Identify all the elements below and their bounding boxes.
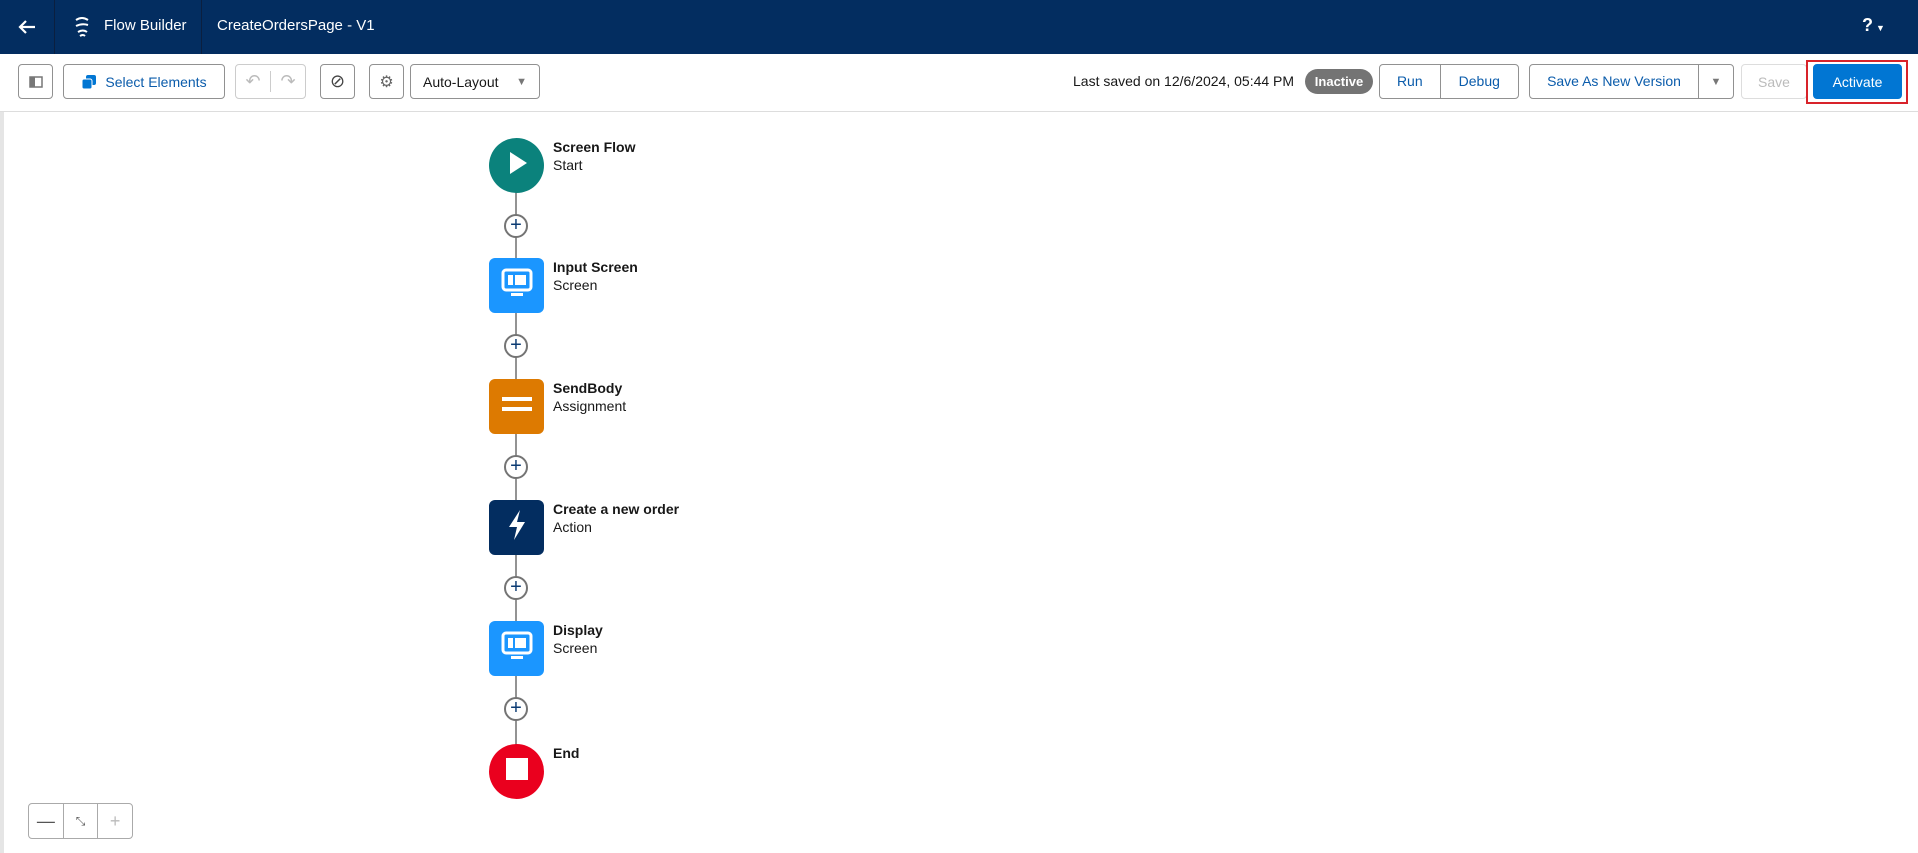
run-button[interactable]: Run (1380, 65, 1441, 98)
add-element-button[interactable]: + (504, 697, 528, 721)
divider (201, 0, 202, 54)
help-icon: ? (1862, 15, 1873, 35)
back-arrow-icon (18, 20, 35, 34)
node-title: End (553, 745, 580, 761)
node-label: End (553, 744, 579, 762)
stop-icon (505, 757, 529, 786)
select-elements-label: Select Elements (105, 73, 207, 90)
fit-to-view-button[interactable]: ⤡ (64, 804, 99, 838)
last-saved-text: Last saved on 12/6/2024, 05:44 PM (1073, 73, 1295, 89)
app-name: Flow Builder (104, 17, 187, 34)
flow-node-screen[interactable] (489, 621, 544, 676)
chevron-down-icon: ▼ (516, 75, 527, 88)
status-badge: Inactive (1305, 69, 1373, 94)
toggle-panel-button[interactable] (18, 64, 53, 99)
flow-title: CreateOrdersPage - V1 (217, 17, 375, 34)
flow-canvas[interactable] (0, 112, 1918, 853)
node-label: Display Screen (553, 621, 603, 657)
flow-node-assignment[interactable] (489, 379, 544, 434)
panel-icon (28, 75, 43, 88)
flow-logo-icon (75, 17, 89, 37)
equals-icon (501, 394, 533, 419)
back-button[interactable] (0, 0, 54, 54)
node-label: Screen Flow Start (553, 138, 635, 174)
flow-node-screen[interactable] (489, 258, 544, 313)
node-label: SendBody Assignment (553, 379, 626, 415)
debug-button[interactable]: Debug (1458, 73, 1500, 89)
add-element-button[interactable]: + (504, 455, 528, 479)
node-subtitle: Start (553, 157, 583, 173)
zoom-in-button[interactable]: + (109, 810, 121, 831)
screen-icon (501, 631, 533, 666)
node-label: Create a new order Action (553, 500, 679, 536)
node-label: Input Screen Screen (553, 258, 638, 294)
node-title: Input Screen (553, 259, 638, 275)
undo-redo-group: ↶ ↷ (235, 64, 306, 99)
node-title: Display (553, 622, 603, 638)
undo-icon[interactable]: ↶ (236, 71, 271, 92)
save-as-new-version-button[interactable]: Save As New Version (1530, 65, 1699, 98)
flow-node-start[interactable] (489, 138, 544, 193)
node-subtitle: Screen (553, 277, 598, 293)
screen-icon (501, 268, 533, 303)
select-elements-button[interactable]: Select Elements (63, 64, 225, 99)
zoom-out-button[interactable]: — (29, 804, 64, 838)
ban-icon: ⊘ (329, 71, 346, 91)
save-options-dropdown[interactable]: ▼ (1710, 75, 1722, 88)
node-title: Create a new order (553, 501, 680, 517)
node-subtitle: Screen (553, 640, 598, 656)
node-subtitle: Action (553, 519, 592, 535)
chevron-down-icon: ▼ (1876, 23, 1885, 33)
node-subtitle: Assignment (553, 398, 627, 414)
add-element-button[interactable]: + (504, 334, 528, 358)
settings-button[interactable]: ⚙ (369, 64, 404, 99)
cancel-button[interactable]: ⊘ (320, 64, 355, 99)
activate-button[interactable]: Activate (1813, 64, 1902, 99)
layout-mode-select[interactable]: Auto-Layout ▼ (410, 64, 540, 99)
flow-node-[interactable] (489, 744, 544, 799)
node-title: SendBody (553, 380, 623, 396)
lightning-icon (506, 509, 528, 546)
node-title: Screen Flow (553, 139, 636, 155)
highlight-outline (1806, 60, 1908, 104)
divider (54, 0, 55, 54)
gear-icon: ⚙ (379, 73, 394, 91)
save-as-group: Save As New Version ▼ (1529, 64, 1734, 99)
run-debug-group: Run Debug (1379, 64, 1519, 99)
flow-node-action[interactable] (489, 500, 544, 555)
app-header: Flow Builder CreateOrdersPage - V1 ? ▼ (0, 0, 1918, 54)
select-elements-icon (81, 74, 97, 89)
add-element-button[interactable]: + (504, 576, 528, 600)
help-button[interactable]: ? ▼ (1862, 15, 1885, 36)
layout-mode-value: Auto-Layout (423, 73, 499, 90)
redo-icon[interactable]: ↷ (280, 71, 296, 91)
save-button[interactable]: Save (1741, 64, 1807, 99)
add-element-button[interactable]: + (504, 214, 528, 238)
play-icon (505, 150, 529, 181)
toolbar: Select Elements ↶ ↷ ⊘ ⚙ Auto-Layout ▼ Last… (0, 54, 1918, 112)
zoom-controls: — ⤡ + (28, 803, 133, 839)
